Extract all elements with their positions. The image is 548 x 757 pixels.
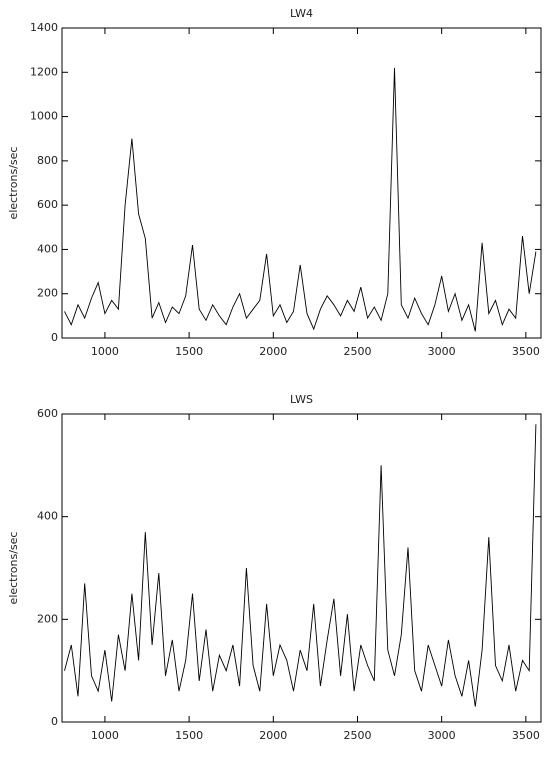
y-tick-label: 200 — [37, 287, 58, 300]
y-tick-label: 1400 — [30, 21, 58, 34]
x-tick-label: 2500 — [343, 345, 371, 358]
y-axis-label: electrons/sec — [7, 147, 20, 220]
x-tick-label: 1000 — [91, 345, 119, 358]
plot-frame — [61, 413, 542, 723]
plot-frame — [61, 27, 542, 339]
x-tick-label: 1500 — [175, 345, 203, 358]
y-tick-label: 800 — [37, 154, 58, 167]
data-line — [64, 67, 537, 332]
y-tick-label: 400 — [37, 242, 58, 255]
y-tick-label: 0 — [51, 331, 58, 344]
x-tick-label: 3000 — [428, 729, 456, 742]
y-tick-label: 600 — [37, 198, 58, 211]
x-tick-label: 3500 — [512, 345, 540, 358]
chart-title: LWS — [290, 393, 313, 406]
x-tick-label: 2000 — [259, 729, 287, 742]
data-line — [64, 424, 537, 707]
y-tick-label: 0 — [51, 715, 58, 728]
y-axis-label: electrons/sec — [7, 532, 20, 605]
y-tick-label: 400 — [37, 510, 58, 523]
chart-title: LW4 — [290, 7, 313, 20]
x-tick-label: 3000 — [428, 345, 456, 358]
x-tick-label: 3500 — [512, 729, 540, 742]
y-tick-label: 1000 — [30, 110, 58, 123]
y-tick-label: 600 — [37, 407, 58, 420]
x-tick-label: 1000 — [91, 729, 119, 742]
y-tick-label: 1200 — [30, 65, 58, 78]
x-tick-label: 2500 — [343, 729, 371, 742]
x-tick-label: 1500 — [175, 729, 203, 742]
y-tick-label: 200 — [37, 612, 58, 625]
x-tick-label: 2000 — [259, 345, 287, 358]
